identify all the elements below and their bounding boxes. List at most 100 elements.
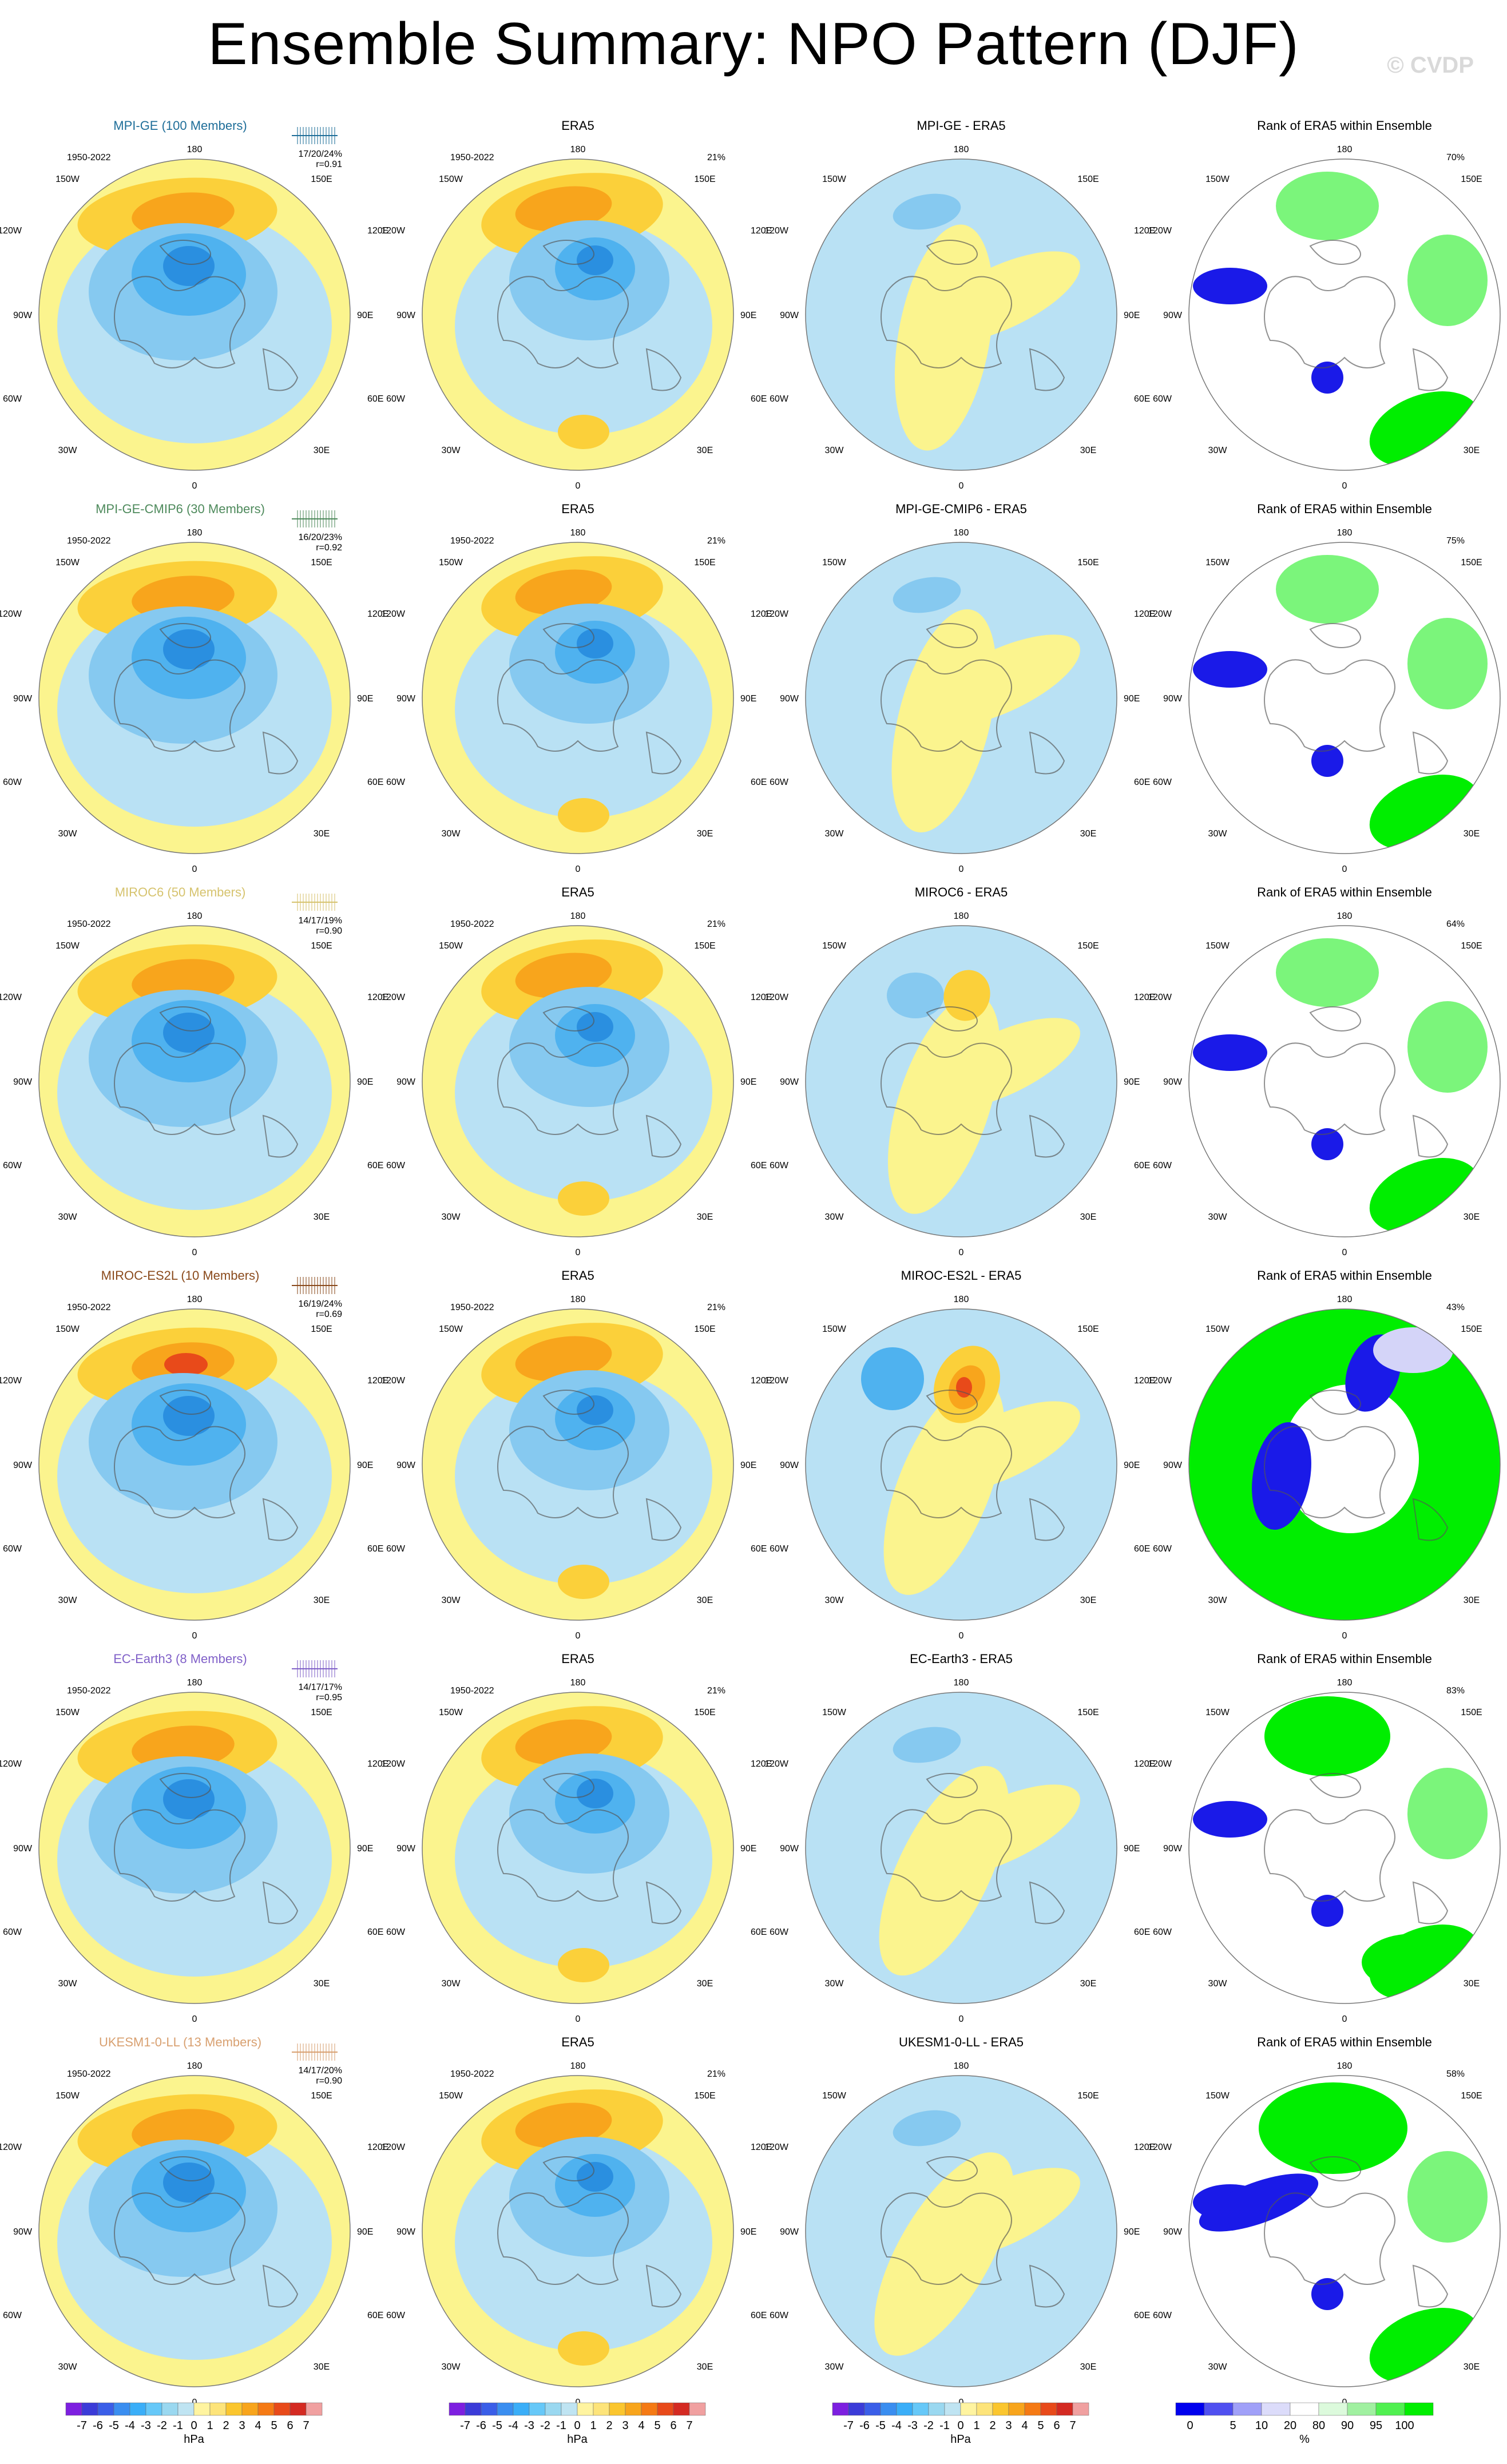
ensemble-spread-glyph xyxy=(292,1277,338,1294)
longitude-label: 120W xyxy=(0,609,22,619)
longitude-label: 0 xyxy=(576,481,581,491)
longitude-label: 150E xyxy=(1077,558,1098,568)
model-pattern-map: 180 150W 150E 120W 120E 90W 90E 60W 60E 30W 30E 0 xyxy=(0,1678,388,2024)
map-field xyxy=(806,159,1117,470)
longitude-label: 180 xyxy=(187,528,203,538)
longitude-label: 90E xyxy=(740,2227,756,2237)
map-border xyxy=(38,925,351,1237)
era5-variance: 21% xyxy=(707,2069,725,2079)
longitude-label: 60E xyxy=(367,1927,383,1937)
longitude-label: 60E xyxy=(751,2311,767,2320)
map-border xyxy=(1188,1308,1501,1621)
contour-area xyxy=(163,1779,215,1819)
period-label: 1950-2022 xyxy=(450,919,494,929)
longitude-label: 30W xyxy=(1208,446,1228,455)
longitude-label: 150E xyxy=(1077,2091,1098,2101)
longitude-label: 60W xyxy=(3,394,22,404)
longitude-label: 150E xyxy=(311,1324,332,1334)
map-border xyxy=(1188,158,1501,471)
model-title: UKESM1-0-LL (13 Members) xyxy=(99,2035,261,2049)
longitude-label: 60E xyxy=(751,1927,767,1937)
colorbar-tick-label: -1 xyxy=(939,2419,950,2432)
period-label: 1950-2022 xyxy=(67,536,111,546)
coastline xyxy=(114,1773,299,1925)
longitude-label: 0 xyxy=(1342,2398,1347,2407)
longitude-label: 150E xyxy=(1461,1324,1482,1334)
era5-title: ERA5 xyxy=(561,1268,594,1283)
contour-area xyxy=(1407,1768,1488,1859)
colorbar-tick-label: 7 xyxy=(1069,2419,1076,2432)
rank-percent: 43% xyxy=(1446,1303,1465,1312)
colorbar-swatch xyxy=(449,2402,466,2416)
contour-area xyxy=(922,1401,1080,1494)
map-field xyxy=(39,159,350,470)
longitude-label: 180 xyxy=(954,1295,969,1304)
colorbar-swatch xyxy=(912,2402,929,2416)
colorbar-tick-label: 90 xyxy=(1341,2419,1354,2432)
longitude-label: 0 xyxy=(959,2398,964,2407)
contour-area xyxy=(1276,555,1379,624)
colorbar-swatch xyxy=(609,2402,626,2416)
longitude-label: 120W xyxy=(1148,1376,1172,1386)
longitude-label: 30E xyxy=(1080,1979,1096,1989)
longitude-label: 120E xyxy=(1134,1759,1155,1769)
map-field xyxy=(806,1692,1117,2003)
colorbar-tick-label: 5 xyxy=(654,2419,660,2432)
pattern-correlation: r=0.95 xyxy=(316,1693,342,1703)
longitude-label: 30W xyxy=(1208,2362,1228,2372)
longitude-label: 150E xyxy=(1077,1324,1098,1334)
longitude-label: 150W xyxy=(822,1324,847,1334)
longitude-label: 30E xyxy=(314,1596,330,1605)
coastline xyxy=(1264,240,1449,391)
model-title: MIROC6 (50 Members) xyxy=(115,885,246,899)
contour-area xyxy=(577,1395,613,1425)
era5-pattern-map: 180 150W 150E 120W 120E 90W 90E 60W 60E 30W 30E 0 xyxy=(381,2061,772,2407)
longitude-label: 0 xyxy=(959,481,964,491)
longitude-label: 60W xyxy=(1153,1544,1172,1554)
longitude-label: 90E xyxy=(740,1461,756,1470)
longitude-label: 0 xyxy=(576,1248,581,1257)
longitude-label: 120E xyxy=(1134,1376,1155,1386)
coastline xyxy=(497,2156,682,2308)
longitude-label: 0 xyxy=(1342,2014,1347,2024)
longitude-label: 150W xyxy=(55,941,80,951)
colorbar-swatch xyxy=(832,2402,849,2416)
colorbar-tick-label: 7 xyxy=(303,2419,309,2432)
longitude-label: 150E xyxy=(1461,941,1482,951)
longitude-label: 180 xyxy=(570,1295,586,1304)
longitude-label: 180 xyxy=(570,1678,586,1688)
contour-area xyxy=(577,629,613,658)
period-label: 1950-2022 xyxy=(450,1303,494,1312)
colorbar-tick-label: 20 xyxy=(1284,2419,1296,2432)
map-field xyxy=(422,542,733,854)
longitude-label: 120W xyxy=(0,226,22,236)
longitude-label: 30W xyxy=(442,829,461,839)
longitude-label: 150E xyxy=(694,558,715,568)
map-border xyxy=(38,1692,351,2004)
longitude-label: 60W xyxy=(386,2311,406,2320)
rank-percent: 58% xyxy=(1446,2069,1465,2079)
longitude-label: 150W xyxy=(822,558,847,568)
longitude-label: 30W xyxy=(825,829,844,839)
longitude-label: 60W xyxy=(1153,1927,1172,1937)
contour-area xyxy=(922,2168,1080,2260)
model-title: MPI-GE (100 Members) xyxy=(113,118,247,133)
longitude-label: 90E xyxy=(1124,1844,1140,1854)
longitude-label: 30W xyxy=(1208,1979,1228,1989)
contour-area xyxy=(132,576,235,620)
colorbar-swatch xyxy=(1056,2402,1073,2416)
difference-map: 180 150W 150E 120W 120E 90W 90E 60W 60E 30W 30E 0 xyxy=(764,145,1155,491)
longitude-label: 30W xyxy=(442,1596,461,1605)
colorbar-tick-label: 95 xyxy=(1370,2419,1382,2432)
coastline xyxy=(497,1006,682,1158)
longitude-label: 90E xyxy=(1124,2227,1140,2237)
colorbar-swatch xyxy=(241,2402,259,2416)
colorbar-swatch xyxy=(944,2402,961,2416)
longitude-label: 30W xyxy=(825,446,844,455)
longitude-label: 120E xyxy=(751,1376,772,1386)
colorbar-swatch xyxy=(561,2402,578,2416)
colorbar-swatch xyxy=(1232,2402,1262,2416)
period-label: 1950-2022 xyxy=(67,919,111,929)
coastline xyxy=(881,240,1065,391)
